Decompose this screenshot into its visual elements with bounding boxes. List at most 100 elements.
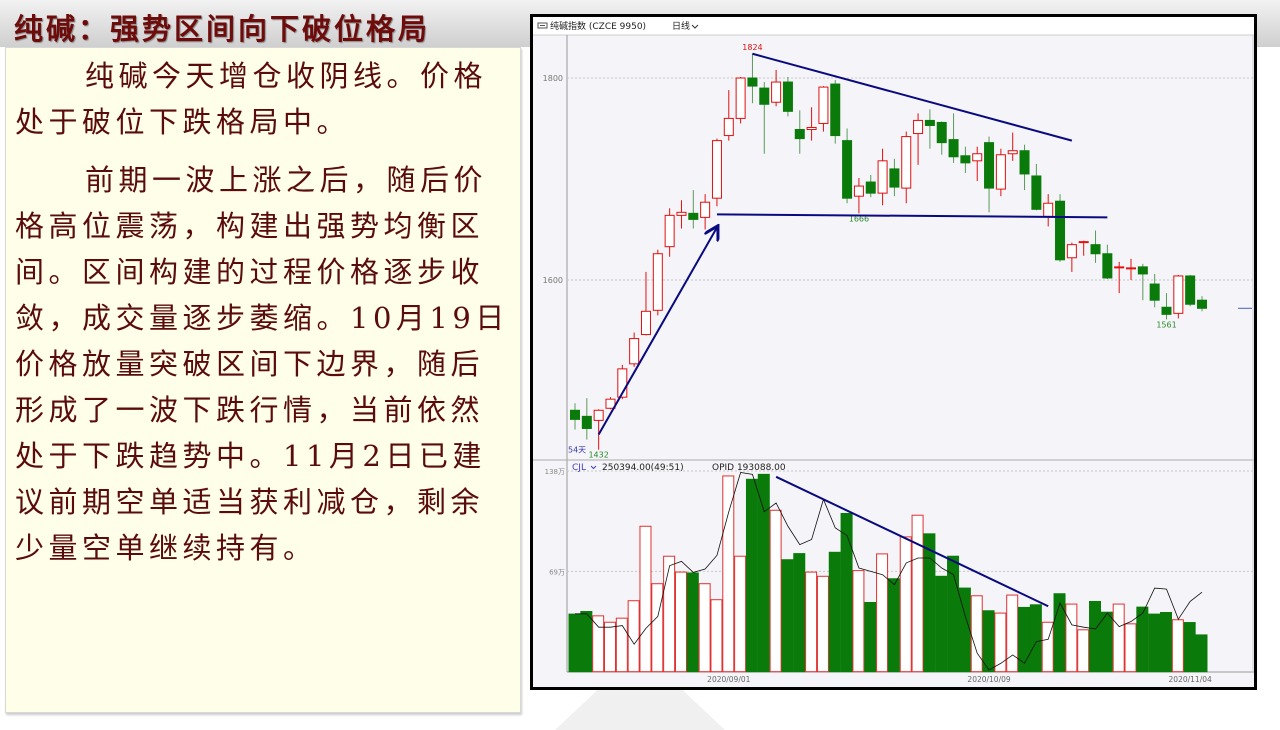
volume-bar — [568, 613, 581, 673]
volume-indicator-label[interactable]: CJL — [572, 463, 586, 473]
candle — [818, 86, 829, 132]
candle-body — [995, 154, 1006, 190]
candle — [711, 138, 722, 207]
candle-body — [1090, 244, 1101, 255]
volume-bar — [686, 572, 699, 673]
volume-bar — [674, 571, 687, 673]
candle — [995, 148, 1006, 197]
candle-body — [617, 368, 628, 398]
candle-body — [1043, 202, 1054, 217]
candle — [853, 177, 864, 214]
instrument-label: 纯碱指数 (CZCE 9950) — [550, 20, 646, 32]
period-selector[interactable]: 日线 — [672, 20, 699, 32]
price-annotation: 1561 — [1156, 320, 1176, 329]
candle — [972, 146, 983, 182]
candle — [913, 113, 924, 165]
candle-body — [570, 409, 580, 420]
candle — [605, 397, 616, 410]
candle — [771, 69, 782, 107]
candle — [948, 113, 959, 163]
candle — [664, 208, 675, 257]
candle-body — [889, 168, 900, 188]
chevron-down-icon[interactable] — [691, 24, 699, 29]
volume-bar — [958, 587, 971, 673]
candle-body — [723, 117, 734, 137]
candle — [924, 109, 935, 149]
volume-bar — [899, 536, 912, 673]
candle-body — [759, 87, 770, 105]
candle-body — [593, 409, 604, 421]
candle-body — [818, 86, 829, 124]
volume-bar — [793, 553, 806, 673]
candle-body — [1196, 299, 1207, 309]
candle-body — [1137, 266, 1148, 275]
chevron-down-icon[interactable] — [590, 465, 597, 470]
volume-bar — [805, 571, 818, 673]
volume-bar — [1041, 621, 1054, 673]
text-line: 形成了一波下跌行情，当前依然 — [15, 393, 485, 427]
trendline-uptrend-arrow — [597, 227, 717, 436]
chart-background — [533, 17, 1254, 687]
volume-bar — [828, 551, 841, 673]
volume-tick-label: 138万 — [545, 468, 565, 476]
volume-bar — [1183, 622, 1196, 673]
volume-bar — [651, 583, 664, 673]
candle — [830, 80, 841, 144]
volume-bar — [816, 575, 829, 673]
candle — [570, 403, 580, 430]
candle-body — [735, 77, 746, 119]
text-line: 间。区间构建的过程价格逐步收 — [15, 255, 485, 289]
volume-bar — [994, 612, 1007, 673]
volume-bar — [935, 575, 948, 673]
trendline-volume-decline — [775, 475, 1049, 608]
candle-body — [936, 121, 947, 144]
candle — [629, 332, 640, 367]
candle-body — [865, 181, 876, 194]
candle-body — [948, 139, 959, 158]
volume-bar — [864, 601, 877, 673]
volume-bar — [970, 595, 983, 673]
candle-body — [1031, 175, 1042, 210]
candle — [593, 409, 604, 450]
chart-toggle-icon[interactable] — [537, 22, 548, 29]
volume-bar — [722, 475, 735, 673]
candle-body — [629, 338, 640, 365]
text-line: 处于下跌趋势中。11月2日已建 — [15, 439, 486, 473]
text-line: 少量空单继续持有。 — [15, 531, 317, 565]
volume-bar — [852, 570, 865, 673]
text-line: 前期一波上涨之后，随后价 — [85, 163, 488, 197]
candle-body — [581, 415, 592, 429]
candle-body — [960, 155, 971, 164]
text-line: 格高位震荡，构建出强势均衡区 — [15, 209, 485, 243]
candle-body — [1173, 275, 1184, 314]
candle-body — [782, 81, 793, 112]
candle-body — [1007, 150, 1018, 155]
volume-bar — [710, 599, 723, 673]
x-tick-label: 2020/10/09 — [967, 675, 1010, 684]
candle — [759, 82, 770, 154]
volume-bar — [615, 617, 628, 673]
volume-bar — [698, 583, 711, 673]
candle-body — [913, 119, 924, 135]
candlestick-chart[interactable]: 纯碱指数 (CZCE 9950) 日线 1800 1600 1824 1666 1561… — [533, 17, 1254, 687]
y-tick-label: 1800 — [543, 74, 563, 83]
candle — [1149, 273, 1160, 308]
candle — [676, 200, 687, 229]
candle — [960, 146, 971, 173]
volume-bar — [1077, 629, 1090, 673]
candle-body — [1185, 275, 1196, 305]
volume-bar — [1006, 594, 1019, 673]
candle-body — [901, 136, 912, 189]
period-label[interactable]: 日线 — [672, 20, 690, 32]
candle — [1090, 230, 1101, 263]
volume-bar — [1100, 611, 1113, 673]
paragraph-1: 纯碱今天增仓收阴线。价格 处于破位下跌格局中。 — [6, 53, 520, 145]
volume-bar — [1089, 600, 1102, 673]
volume-bar — [580, 610, 593, 673]
volume-bar — [887, 578, 900, 673]
candle — [1126, 258, 1137, 280]
volume-bar — [982, 610, 995, 673]
candle-body — [1078, 241, 1089, 244]
candle — [1078, 240, 1089, 256]
candle-body — [984, 142, 995, 189]
